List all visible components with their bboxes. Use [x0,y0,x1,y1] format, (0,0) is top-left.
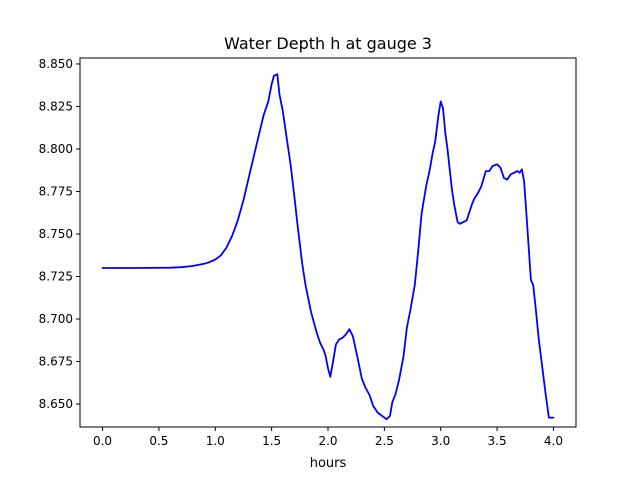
x-axis: 0.0 0.5 1.0 1.5 2.0 2.5 3.0 3.5 4.0 [93,427,563,448]
x-tick-label: 1.5 [262,434,281,448]
y-tick-label: 8.675 [39,355,73,369]
y-tick-label: 8.800 [39,142,73,156]
x-tick-label: 0.5 [149,434,168,448]
series-layer [101,73,555,421]
y-tick-label: 8.775 [39,184,73,198]
x-tick-label: 2.5 [375,434,394,448]
x-tick-label: 3.5 [488,434,507,448]
y-axis: 8.650 8.675 8.700 8.725 8.750 8.775 8.800 8.825… [39,57,80,411]
plot-area-frame [79,57,577,428]
y-tick-label: 8.825 [39,99,73,113]
series-line [101,73,555,421]
chart-title: Water Depth h at gauge 3 [224,34,432,53]
y-tick-label: 8.850 [39,57,73,71]
y-tick-label: 8.700 [39,312,73,326]
y-tick-label: 8.650 [39,397,73,411]
x-tick-label: 2.0 [318,434,337,448]
x-tick-label: 4.0 [544,434,563,448]
y-tick-label: 8.750 [39,227,73,241]
x-axis-label: hours [310,456,347,471]
y-tick-label: 8.725 [39,270,73,284]
x-tick-label: 0.0 [93,434,112,448]
x-tick-label: 3.0 [431,434,450,448]
x-tick-label: 1.0 [206,434,225,448]
